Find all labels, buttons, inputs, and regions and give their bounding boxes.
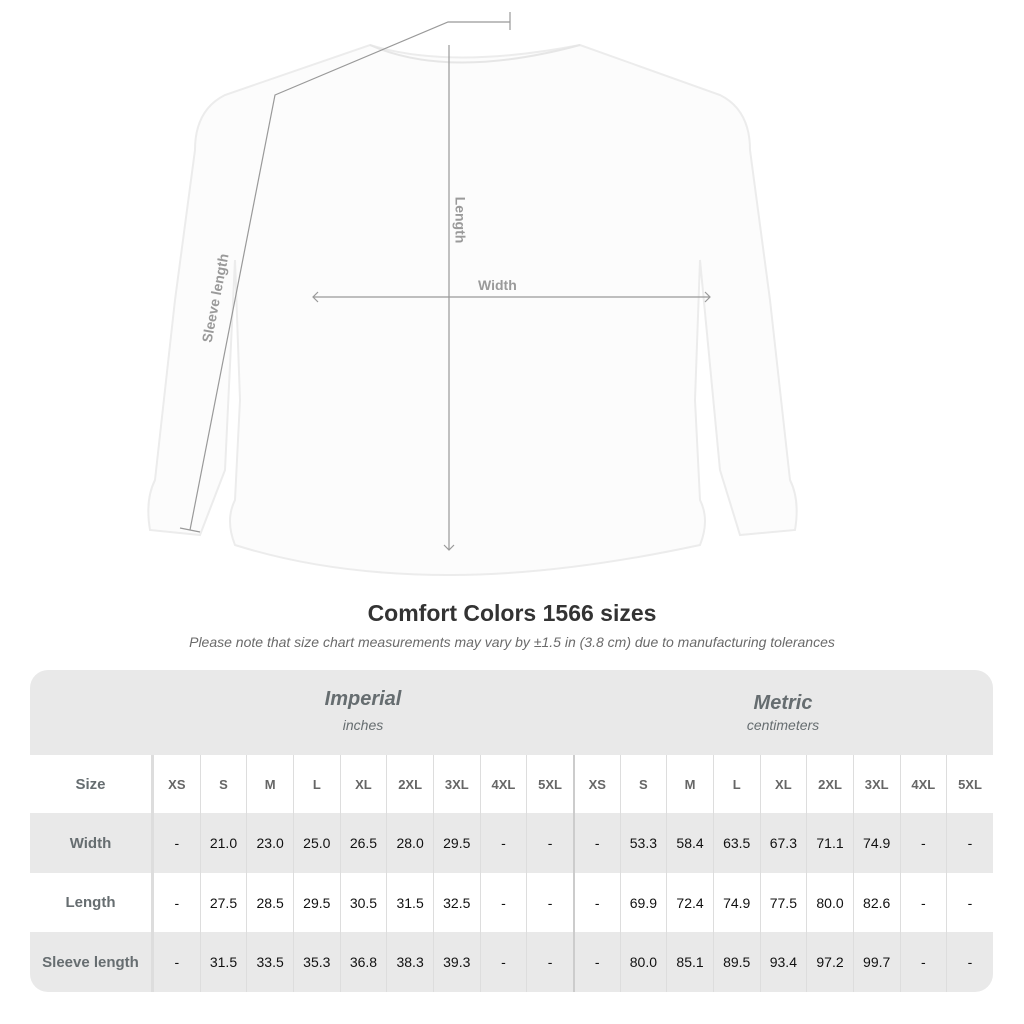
imperial-value-cell: 29.5 [432, 813, 480, 873]
imperial-title: Imperial [324, 688, 402, 710]
imperial-value-cell: 32.5 [432, 873, 480, 932]
size-header-metric-l: L [712, 755, 760, 813]
metric-value-cell: 80.0 [806, 873, 853, 932]
page-title: Comfort Colors 1566 sizes [367, 600, 657, 626]
imperial-unit: inches [342, 717, 384, 733]
metric-value-cell: - [572, 932, 620, 992]
imperial-value-cell: 27.5 [199, 873, 247, 932]
length-label: Length [452, 196, 469, 244]
metric-unit: centimeters [746, 717, 820, 733]
imperial-value-cell: 36.8 [339, 932, 387, 992]
imperial-value-cell: 35.3 [292, 932, 340, 992]
imperial-value-cell: 25.0 [292, 813, 340, 873]
imperial-value-cell: 39.3 [432, 932, 480, 992]
size-header-imperial-3xl: 3XL [432, 755, 480, 813]
size-header-metric-xs: XS [572, 755, 620, 813]
size-header-metric-2xl: 2XL [806, 755, 853, 813]
metric-header: Metric centimeters [573, 670, 993, 755]
metric-value-cell: - [572, 813, 620, 873]
row-label: Sleeve length [30, 932, 153, 992]
imperial-value-cell: 23.0 [246, 813, 293, 873]
imperial-header: Imperial inches [153, 670, 573, 755]
width-label: Width [478, 277, 517, 293]
imperial-value-cell: - [479, 932, 527, 992]
imperial-value-cell: 28.5 [246, 873, 293, 932]
metric-value-cell: 53.3 [619, 813, 667, 873]
metric-value-cell: 77.5 [759, 873, 807, 932]
imperial-value-cell: - [153, 932, 200, 992]
metric-value-cell: - [946, 813, 993, 873]
size-label: Size [30, 755, 153, 813]
imperial-value-cell: 31.5 [386, 873, 433, 932]
row-label: Length [30, 873, 153, 932]
imperial-value-cell: - [526, 813, 573, 873]
metric-value-cell: 67.3 [759, 813, 807, 873]
size-header-imperial-2xl: 2XL [386, 755, 433, 813]
metric-value-cell: 58.4 [666, 813, 713, 873]
imperial-value-cell: - [526, 873, 573, 932]
size-header-imperial-xl: XL [339, 755, 387, 813]
size-header-metric-xl: XL [759, 755, 807, 813]
metric-value-cell: 99.7 [852, 932, 900, 992]
size-header-metric-3xl: 3XL [852, 755, 900, 813]
metric-value-cell: 63.5 [712, 813, 760, 873]
metric-value-cell: - [899, 813, 947, 873]
size-header-metric-s: S [619, 755, 667, 813]
table-row: Length -27.5 28.5 29.5 30.5 31.5 32.5- - -69.9 72… [30, 873, 993, 932]
size-header-imperial-s: S [199, 755, 247, 813]
size-row: Size XS S M L XL 2XL 3XL 4XL 5XL XS S M L XL 2XL 3XL 4XL… [30, 755, 993, 813]
metric-value-cell: - [899, 873, 947, 932]
sweatshirt-diagram [147, 12, 798, 577]
metric-value-cell: 97.2 [806, 932, 853, 992]
size-header-imperial-xs: XS [153, 755, 200, 813]
collar [369, 44, 581, 64]
size-header-imperial-m: M [246, 755, 293, 813]
sweatshirt-shape [147, 43, 798, 577]
metric-value-cell: - [899, 932, 947, 992]
imperial-value-cell: - [479, 873, 527, 932]
metric-value-cell: 72.4 [666, 873, 713, 932]
size-header-metric-5xl: 5XL [946, 755, 993, 813]
row-label: Width [30, 813, 153, 873]
imperial-value-cell: 29.5 [292, 873, 340, 932]
imperial-value-cell: 21.0 [199, 813, 247, 873]
metric-value-cell: 71.1 [806, 813, 853, 873]
metric-value-cell: 74.9 [852, 813, 900, 873]
metric-value-cell: 89.5 [712, 932, 760, 992]
size-header-imperial-5xl: 5XL [526, 755, 573, 813]
tolerance-note: Please note that size chart measurements… [189, 634, 835, 650]
metric-value-cell: - [946, 932, 993, 992]
table-row: Sleeve length -31.5 33.5 35.3 36.8 38.3 39.3- -… [30, 932, 993, 992]
metric-value-cell: 85.1 [666, 932, 713, 992]
imperial-value-cell: 38.3 [386, 932, 433, 992]
metric-value-cell: 69.9 [619, 873, 667, 932]
size-table: Imperial inches Metric centimeters Size … [30, 670, 993, 992]
imperial-value-cell: 33.5 [246, 932, 293, 992]
imperial-value-cell: - [479, 813, 527, 873]
imperial-value-cell: - [153, 813, 200, 873]
metric-value-cell: 93.4 [759, 932, 807, 992]
metric-value-cell: 82.6 [852, 873, 900, 932]
imperial-value-cell: - [526, 932, 573, 992]
metric-value-cell: 74.9 [712, 873, 760, 932]
imperial-value-cell: 28.0 [386, 813, 433, 873]
metric-value-cell: - [572, 873, 620, 932]
size-header-imperial-l: L [292, 755, 340, 813]
metric-value-cell: - [946, 873, 993, 932]
size-header-imperial-4xl: 4XL [479, 755, 527, 813]
imperial-value-cell: 26.5 [339, 813, 387, 873]
size-header-metric-4xl: 4XL [899, 755, 947, 813]
metric-value-cell: 80.0 [619, 932, 667, 992]
metric-title: Metric [753, 692, 813, 714]
sleeve-line [189, 21, 510, 531]
table-row: Width -21.0 23.0 25.0 26.5 28.0 29.5- - -53.3 58.… [30, 813, 993, 873]
imperial-value-cell: 31.5 [199, 932, 247, 992]
size-header-metric-m: M [666, 755, 713, 813]
imperial-value-cell: - [153, 873, 200, 932]
imperial-value-cell: 30.5 [339, 873, 387, 932]
